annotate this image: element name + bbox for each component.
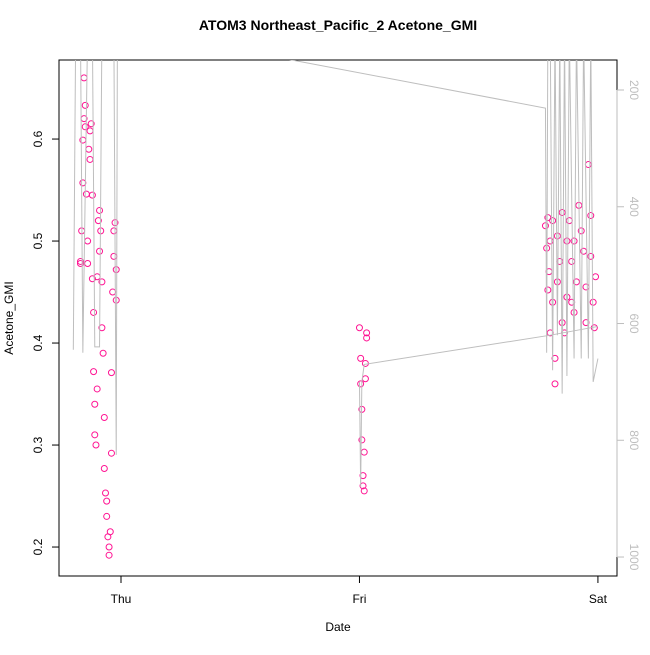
y2-tick-label: 1000 bbox=[627, 544, 641, 571]
data-point bbox=[584, 161, 592, 169]
data-point bbox=[93, 385, 101, 393]
data-point bbox=[568, 298, 576, 306]
data-point bbox=[103, 497, 111, 505]
data-point bbox=[563, 293, 571, 301]
data-point bbox=[96, 247, 104, 255]
data-point bbox=[358, 436, 366, 444]
data-point bbox=[102, 489, 109, 497]
data-point bbox=[99, 349, 107, 357]
data-point bbox=[79, 136, 87, 144]
data-point bbox=[587, 212, 595, 220]
data-point bbox=[82, 190, 90, 198]
y-tick-label: 0.5 bbox=[31, 232, 45, 249]
y2-tick-label: 600 bbox=[627, 314, 641, 334]
data-point bbox=[589, 298, 597, 306]
data-point bbox=[88, 191, 96, 199]
data-point bbox=[577, 227, 585, 235]
data-point bbox=[361, 375, 369, 383]
data-point bbox=[112, 266, 120, 274]
data-point bbox=[544, 214, 552, 222]
data-point bbox=[81, 123, 89, 131]
pressure-line bbox=[72, 60, 599, 487]
data-point bbox=[91, 400, 99, 408]
data-point bbox=[558, 208, 566, 216]
data-point bbox=[76, 259, 84, 267]
data-point bbox=[592, 273, 600, 281]
x-tick-label: Sat bbox=[589, 592, 608, 606]
data-point bbox=[90, 368, 98, 376]
data-point bbox=[81, 101, 89, 109]
data-point bbox=[87, 120, 95, 128]
data-point bbox=[80, 74, 88, 82]
data-point bbox=[549, 217, 557, 225]
data-point bbox=[587, 252, 595, 260]
plot-area bbox=[72, 60, 600, 559]
y2-tick-label: 400 bbox=[627, 197, 641, 217]
data-point bbox=[582, 283, 590, 291]
data-point bbox=[90, 308, 98, 316]
data-point bbox=[76, 257, 84, 265]
data-point bbox=[553, 232, 561, 240]
y2-tick-label: 200 bbox=[627, 80, 641, 100]
x-tick-label: Thu bbox=[111, 592, 132, 606]
data-point bbox=[546, 237, 554, 245]
data-point bbox=[105, 551, 113, 559]
data-point bbox=[86, 127, 94, 135]
data-point bbox=[355, 324, 363, 332]
x-tick-label: Fri bbox=[352, 592, 366, 606]
data-point bbox=[85, 145, 93, 153]
chart-title: ATOM3 Northeast_Pacific_2 Acetone_GMI bbox=[199, 17, 477, 33]
data-point bbox=[357, 380, 365, 388]
data-point bbox=[92, 441, 100, 449]
data-point bbox=[94, 217, 102, 225]
data-point bbox=[103, 512, 111, 520]
data-point bbox=[107, 449, 115, 457]
x-axis-label: Date bbox=[325, 620, 351, 634]
y-tick-label: 0.6 bbox=[31, 130, 45, 147]
data-point bbox=[363, 334, 371, 342]
y-tick-label: 0.2 bbox=[31, 538, 45, 555]
data-point bbox=[359, 482, 367, 490]
data-point bbox=[551, 354, 559, 362]
data-point bbox=[572, 278, 580, 286]
y2-tick-label: 800 bbox=[627, 430, 641, 450]
data-point bbox=[105, 543, 113, 551]
data-point bbox=[91, 431, 99, 439]
data-point bbox=[96, 206, 104, 214]
data-point bbox=[84, 237, 92, 245]
data-point bbox=[100, 413, 108, 421]
data-point bbox=[98, 324, 106, 332]
data-point bbox=[110, 252, 118, 260]
data-point bbox=[357, 354, 365, 362]
plot-box bbox=[58, 59, 618, 577]
data-point bbox=[360, 448, 368, 456]
data-point bbox=[100, 464, 108, 472]
data-point bbox=[86, 155, 94, 163]
data-point bbox=[565, 217, 573, 225]
data-point bbox=[107, 369, 115, 377]
data-point bbox=[544, 286, 552, 294]
data-point bbox=[570, 237, 578, 245]
data-point bbox=[551, 380, 559, 388]
y-tick-label: 0.3 bbox=[31, 436, 45, 453]
data-point bbox=[363, 329, 371, 337]
data-point bbox=[110, 227, 118, 235]
data-point bbox=[541, 222, 549, 230]
y-tick-label: 0.4 bbox=[31, 334, 45, 351]
data-point bbox=[106, 528, 114, 536]
data-point bbox=[360, 487, 368, 495]
y-axis-label: Acetone_GMI bbox=[2, 281, 16, 354]
data-point bbox=[84, 259, 92, 267]
data-point bbox=[563, 237, 571, 245]
data-point bbox=[568, 257, 576, 265]
data-point bbox=[98, 278, 106, 286]
data-point bbox=[109, 288, 117, 296]
